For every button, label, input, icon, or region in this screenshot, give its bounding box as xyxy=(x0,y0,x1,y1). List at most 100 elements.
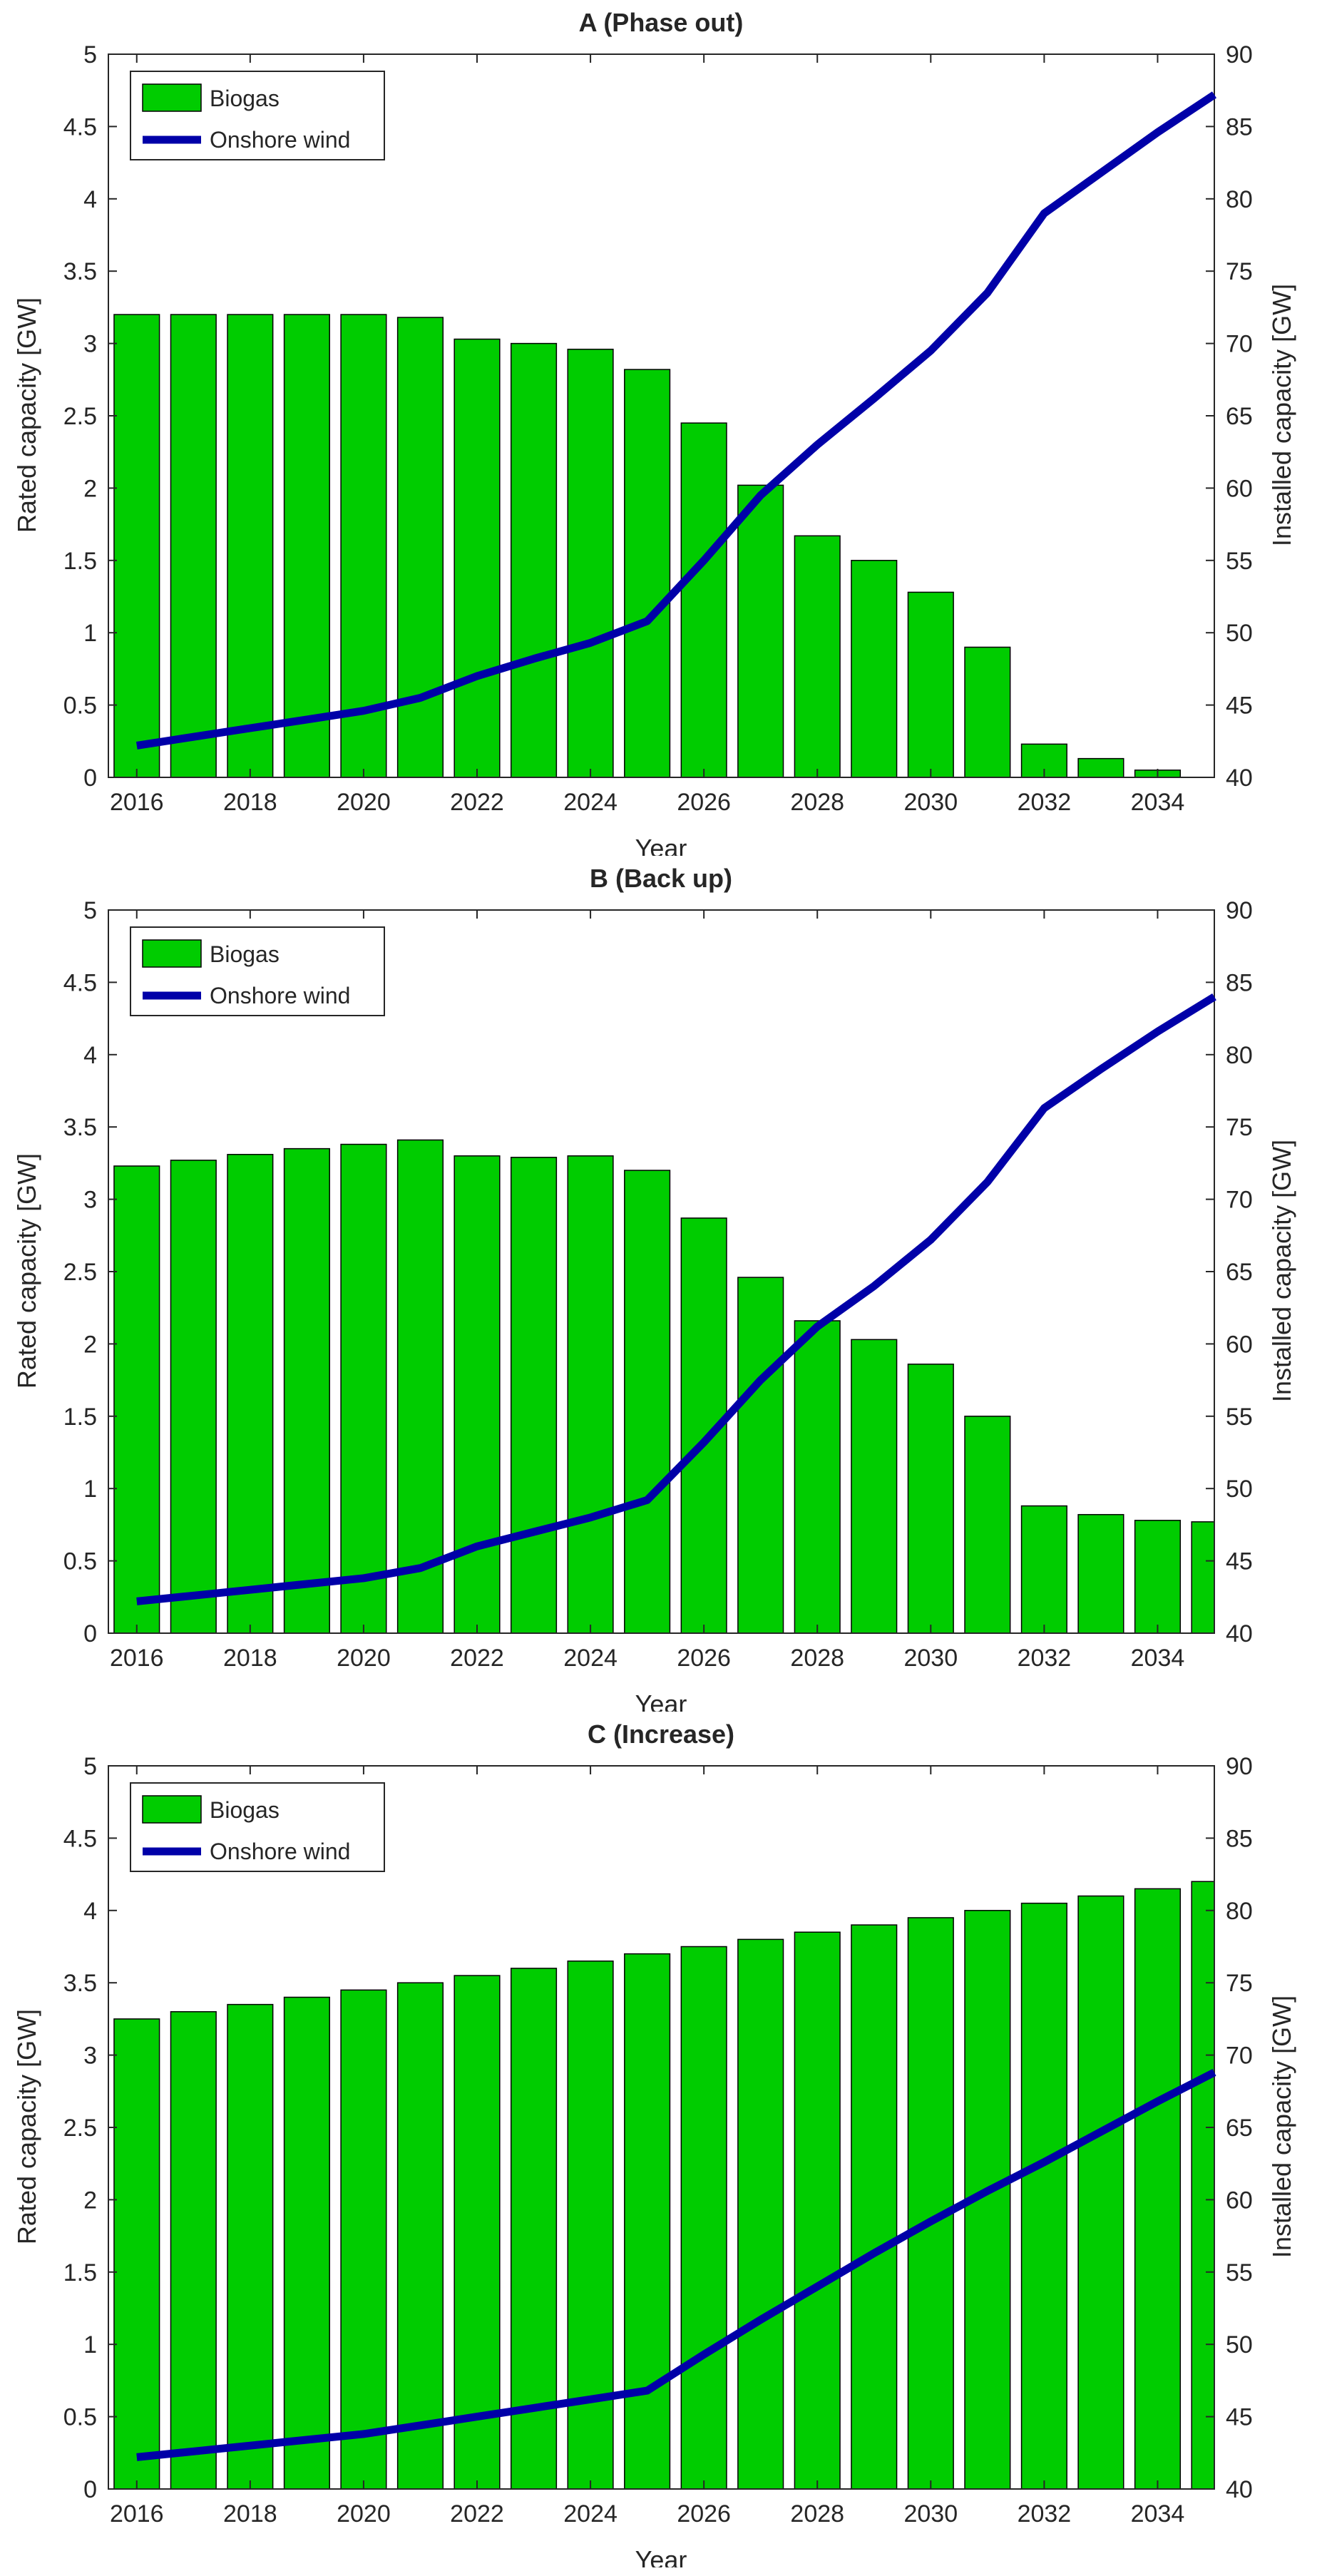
bar-biogas-2016 xyxy=(113,1165,160,1633)
y-right-tick-label-60: 60 xyxy=(1226,1331,1253,1358)
bar-biogas-2026 xyxy=(680,1946,727,2489)
legend-biogas-label: Biogas xyxy=(210,1797,280,1823)
y-left-tick-label-1: 1 xyxy=(83,620,97,647)
bar-biogas-2027 xyxy=(737,1938,784,2489)
y-left-tick-label-3: 3 xyxy=(83,331,97,358)
legend-biogas-swatch xyxy=(142,1795,202,1824)
legend: Biogas Onshore wind xyxy=(130,71,385,160)
bar-biogas-2019 xyxy=(283,1996,330,2489)
y-axis-right-label: Installed capacity [GW] xyxy=(1267,1995,1296,2258)
y-right-tick-label-65: 65 xyxy=(1226,2115,1253,2142)
y-left-tick-label-1.5: 1.5 xyxy=(63,2259,97,2286)
bar-biogas-2024 xyxy=(567,1155,614,1633)
bar-biogas-2025 xyxy=(624,369,671,777)
bar-biogas-2021 xyxy=(396,317,444,777)
bar-biogas-2019 xyxy=(283,1148,330,1633)
y-left-tick-label-2: 2 xyxy=(83,1331,97,1358)
bar-biogas-2029 xyxy=(851,1339,898,1633)
y-right-tick-label-90: 90 xyxy=(1226,897,1253,924)
bar-biogas-2020 xyxy=(340,1989,387,2489)
y-left-tick-label-3: 3 xyxy=(83,2043,97,2070)
bar-biogas-2033 xyxy=(1077,1513,1124,1633)
chart-panel-c: C (Increase) Year Rated capacity [GW] In… xyxy=(12,1719,1296,2567)
y-right-tick-label-80: 80 xyxy=(1226,1042,1253,1069)
bar-biogas-2016 xyxy=(113,2018,160,2489)
bar-biogas-2018 xyxy=(227,2003,274,2489)
y-right-tick-label-70: 70 xyxy=(1226,331,1253,358)
y-left-tick-label-3.5: 3.5 xyxy=(63,1970,97,1997)
y-right-tick-label-70: 70 xyxy=(1226,2043,1253,2070)
y-left-tick-label-2.5: 2.5 xyxy=(63,403,97,430)
x-tick-label-2034: 2034 xyxy=(1131,1645,1185,1672)
y-right-tick-label-85: 85 xyxy=(1226,113,1253,140)
y-left-tick-label-1.5: 1.5 xyxy=(63,1404,97,1431)
x-tick-label-2034: 2034 xyxy=(1131,2500,1185,2528)
y-left-tick-label-2.5: 2.5 xyxy=(63,2115,97,2142)
x-tick-label-2018: 2018 xyxy=(223,1645,277,1672)
y-left-tick-label-2.5: 2.5 xyxy=(63,1259,97,1286)
bar-biogas-2034 xyxy=(1134,1520,1182,1633)
y-axis-right-label: Installed capacity [GW] xyxy=(1267,284,1296,546)
y-right-tick-label-50: 50 xyxy=(1226,2331,1253,2358)
y-right-tick-label-60: 60 xyxy=(1226,475,1253,502)
bar-biogas-2021 xyxy=(396,1139,444,1633)
chart-title: A (Phase out) xyxy=(579,8,744,37)
bar-biogas-2030 xyxy=(907,591,954,777)
x-tick-label-2020: 2020 xyxy=(337,789,391,816)
y-left-tick-label-3.5: 3.5 xyxy=(63,1114,97,1141)
y-right-tick-label-45: 45 xyxy=(1226,2404,1253,2431)
bar-biogas-2018 xyxy=(227,1153,274,1633)
x-tick-label-2024: 2024 xyxy=(563,1645,618,1672)
y-left-tick-label-0.5: 0.5 xyxy=(63,1548,97,1575)
x-tick-label-2026: 2026 xyxy=(677,1645,731,1672)
y-left-tick-label-4: 4 xyxy=(83,1042,97,1069)
bar-biogas-2031 xyxy=(964,1416,1011,1633)
x-tick-label-2028: 2028 xyxy=(790,2500,844,2528)
y-right-tick-label-45: 45 xyxy=(1226,692,1253,720)
y-left-tick-label-0: 0 xyxy=(83,2476,97,2503)
bar-biogas-2033 xyxy=(1077,757,1124,777)
chart-panel-b: B (Back up) Year Rated capacity [GW] Ins… xyxy=(12,864,1296,1712)
legend: Biogas Onshore wind xyxy=(130,926,385,1016)
x-tick-label-2034: 2034 xyxy=(1131,789,1185,816)
legend-onshore-wind-label: Onshore wind xyxy=(210,127,350,153)
chart-title: C (Increase) xyxy=(588,1719,734,1749)
y-right-tick-label-80: 80 xyxy=(1226,1898,1253,1925)
x-tick-label-2024: 2024 xyxy=(563,2500,618,2528)
line-series-onshore-wind xyxy=(136,993,1216,1605)
bar-biogas-2031 xyxy=(964,646,1011,777)
x-tick-label-2030: 2030 xyxy=(903,1645,958,1672)
bar-biogas-2019 xyxy=(283,314,330,777)
y-left-tick-label-0: 0 xyxy=(83,1620,97,1647)
bar-biogas-2030 xyxy=(907,1364,954,1633)
x-axis-label: Year xyxy=(635,1690,687,1712)
x-tick-label-2026: 2026 xyxy=(677,789,731,816)
legend-onshore-wind-label: Onshore wind xyxy=(210,1839,350,1864)
bar-biogas-2028 xyxy=(794,1931,841,2489)
bar-biogas-2017 xyxy=(170,314,217,777)
y-left-tick-label-0.5: 0.5 xyxy=(63,692,97,720)
bar-biogas-2030 xyxy=(907,1917,954,2489)
y-right-tick-label-45: 45 xyxy=(1226,1548,1253,1575)
x-tick-label-2016: 2016 xyxy=(110,2500,164,2528)
y-left-tick-label-1: 1 xyxy=(83,1476,97,1503)
y-left-tick-label-5: 5 xyxy=(83,41,97,68)
y-right-tick-label-65: 65 xyxy=(1226,403,1253,430)
line-series-onshore-wind xyxy=(135,91,1217,750)
legend-onshore-wind-label: Onshore wind xyxy=(210,983,350,1008)
plot-area: 2016 2018 2020 2022 2024 2026 2028 2030 2032 2034… xyxy=(63,41,1253,816)
y-left-tick-label-4.5: 4.5 xyxy=(63,969,97,996)
x-tick-label-2022: 2022 xyxy=(450,789,504,816)
y-right-tick-label-55: 55 xyxy=(1226,2259,1253,2286)
y-right-tick-label-85: 85 xyxy=(1226,1825,1253,1852)
y-right-tick-label-75: 75 xyxy=(1226,1114,1253,1141)
y-left-tick-label-0: 0 xyxy=(83,765,97,792)
y-left-tick-label-4.5: 4.5 xyxy=(63,113,97,140)
x-tick-label-2018: 2018 xyxy=(223,2500,277,2528)
legend-biogas-label: Biogas xyxy=(210,941,280,967)
bar-series-biogas xyxy=(113,1881,1214,2489)
y-right-tick-label-75: 75 xyxy=(1226,1970,1253,1997)
y-left-tick-label-5: 5 xyxy=(83,897,97,924)
bar-biogas-2017 xyxy=(170,2011,217,2489)
bar-biogas-2026 xyxy=(680,422,727,777)
